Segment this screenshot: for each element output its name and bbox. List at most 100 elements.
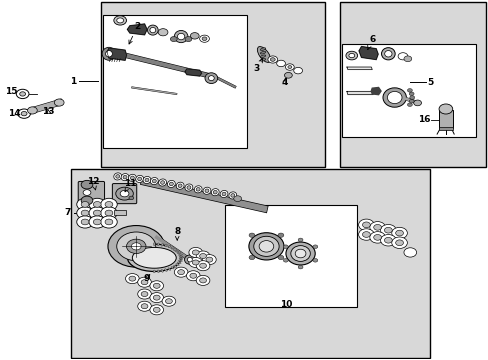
Circle shape (105, 219, 113, 225)
Circle shape (93, 210, 101, 216)
Circle shape (114, 16, 126, 25)
Circle shape (116, 187, 133, 200)
Ellipse shape (179, 256, 183, 257)
Ellipse shape (177, 252, 181, 254)
Circle shape (89, 198, 105, 211)
Circle shape (158, 29, 167, 36)
Ellipse shape (386, 91, 401, 104)
Ellipse shape (230, 194, 234, 197)
Circle shape (283, 258, 287, 262)
Polygon shape (107, 48, 126, 60)
Circle shape (413, 100, 421, 106)
Circle shape (138, 289, 151, 299)
Circle shape (101, 198, 117, 211)
Ellipse shape (136, 175, 143, 183)
Ellipse shape (384, 50, 391, 57)
Circle shape (117, 232, 156, 261)
Circle shape (362, 231, 369, 237)
Circle shape (276, 60, 285, 67)
Circle shape (153, 307, 160, 312)
Circle shape (199, 253, 206, 258)
Ellipse shape (147, 25, 158, 35)
Ellipse shape (157, 243, 159, 246)
Circle shape (196, 261, 209, 271)
Circle shape (170, 37, 177, 41)
Circle shape (312, 245, 317, 248)
Ellipse shape (121, 174, 129, 181)
Circle shape (16, 89, 29, 99)
Circle shape (284, 72, 292, 78)
Circle shape (188, 257, 202, 267)
Circle shape (27, 107, 37, 114)
Ellipse shape (204, 73, 217, 84)
Circle shape (298, 265, 303, 269)
Ellipse shape (290, 246, 310, 261)
Circle shape (189, 273, 196, 278)
Circle shape (153, 283, 160, 288)
Ellipse shape (260, 55, 265, 58)
Circle shape (108, 226, 164, 267)
Circle shape (293, 67, 302, 74)
Ellipse shape (381, 48, 394, 60)
Circle shape (177, 270, 184, 275)
Circle shape (407, 89, 411, 92)
FancyBboxPatch shape (112, 184, 137, 204)
Circle shape (18, 109, 30, 118)
Ellipse shape (158, 179, 166, 186)
Ellipse shape (179, 258, 183, 260)
Circle shape (150, 293, 163, 303)
Polygon shape (370, 87, 380, 95)
Circle shape (138, 277, 151, 287)
Ellipse shape (175, 250, 179, 252)
Ellipse shape (382, 88, 406, 107)
Ellipse shape (208, 76, 214, 81)
Ellipse shape (130, 176, 134, 180)
Circle shape (81, 196, 93, 205)
Ellipse shape (145, 178, 149, 182)
Ellipse shape (196, 188, 200, 191)
Ellipse shape (178, 184, 182, 188)
Circle shape (312, 258, 317, 262)
Ellipse shape (153, 243, 155, 246)
Circle shape (358, 229, 373, 240)
Ellipse shape (167, 180, 175, 188)
Ellipse shape (102, 47, 116, 60)
Ellipse shape (169, 182, 173, 186)
Polygon shape (184, 69, 201, 76)
Text: 5: 5 (427, 78, 433, 87)
Circle shape (77, 216, 93, 228)
Circle shape (380, 234, 395, 246)
Circle shape (345, 51, 357, 60)
Circle shape (362, 222, 369, 228)
Circle shape (81, 219, 89, 225)
Bar (71, 169, 429, 357)
Circle shape (125, 274, 139, 284)
Text: 12: 12 (87, 177, 100, 190)
Bar (101, 3, 325, 167)
Text: 1: 1 (70, 77, 76, 86)
Circle shape (77, 198, 93, 211)
Ellipse shape (164, 269, 167, 271)
Ellipse shape (160, 181, 164, 184)
Circle shape (186, 271, 200, 281)
Circle shape (205, 257, 212, 262)
Ellipse shape (171, 247, 174, 249)
Circle shape (89, 207, 105, 219)
Bar (114, 210, 126, 215)
Circle shape (141, 280, 148, 285)
Bar (339, 3, 485, 167)
Circle shape (174, 267, 187, 277)
Circle shape (384, 237, 391, 243)
Text: 16: 16 (417, 115, 429, 124)
Circle shape (192, 260, 199, 265)
Ellipse shape (132, 247, 176, 268)
Ellipse shape (152, 179, 156, 183)
Circle shape (233, 196, 241, 202)
Circle shape (369, 222, 385, 233)
Ellipse shape (177, 33, 184, 40)
Circle shape (153, 295, 160, 300)
Ellipse shape (285, 242, 315, 265)
Ellipse shape (184, 184, 192, 191)
Polygon shape (346, 67, 371, 69)
Text: 11: 11 (123, 179, 136, 192)
